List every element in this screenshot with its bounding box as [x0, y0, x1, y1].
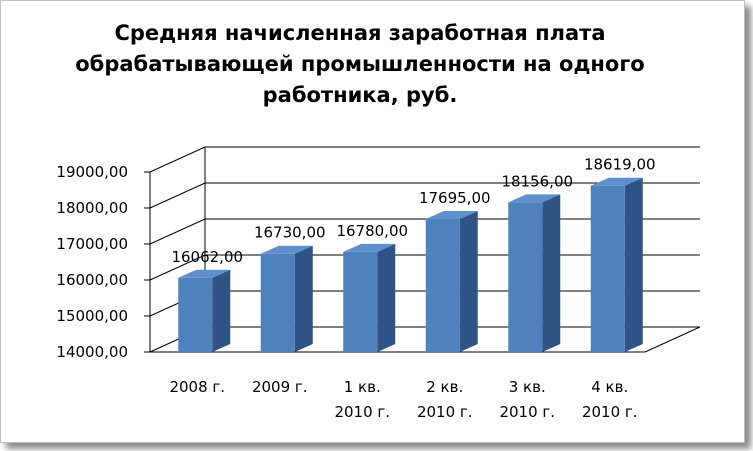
data-label: 18619,00	[584, 156, 656, 174]
data-label: 18156,00	[501, 172, 573, 190]
x-tick-label: 2010 г.	[582, 403, 638, 421]
bar-top	[508, 194, 561, 203]
y-axis-ticks: 14000,00 15000,00 16000,00 17000,00 18000,00…	[56, 163, 128, 361]
bar-front	[343, 251, 378, 352]
chart-title-line: Средняя начисленная заработная плата	[114, 21, 606, 45]
x-tick-label: 2010 г.	[334, 403, 390, 421]
data-label: 17695,00	[419, 189, 491, 207]
bar-top	[260, 245, 313, 254]
bar	[425, 210, 478, 352]
bar-side	[542, 194, 561, 352]
data-label: 16730,00	[254, 224, 326, 242]
y-tick-label: 16000,00	[56, 271, 128, 289]
bar-front	[178, 277, 213, 352]
bar-side	[624, 177, 643, 352]
data-label: 16780,00	[336, 222, 408, 240]
bar	[343, 243, 396, 352]
x-tick-label: 2010 г.	[499, 403, 555, 421]
bar	[260, 245, 313, 352]
bar	[508, 194, 561, 352]
x-tick-label: 3 кв.	[509, 378, 546, 396]
bar	[178, 269, 231, 352]
bars	[178, 177, 643, 352]
y-tick-label: 17000,00	[56, 235, 128, 253]
y-tick-label: 14000,00	[56, 343, 128, 361]
y-tick-label: 18000,00	[56, 199, 128, 217]
bar-side	[294, 245, 313, 352]
x-tick-label: 2 кв.	[426, 378, 463, 396]
bar-front	[590, 185, 625, 352]
bar-top	[425, 210, 478, 219]
chart-title-line: обрабатывающей промышленности на одного	[75, 52, 645, 76]
y-tick-label: 19000,00	[56, 163, 128, 181]
chart-title: Средняя начисленная заработная плата обр…	[60, 18, 660, 111]
data-labels: 16062,00 16730,00 16780,00 17695,00 18156,00…	[171, 156, 655, 266]
x-tick-label: 2008 г.	[169, 378, 225, 396]
bar-top	[343, 243, 396, 252]
bar-side	[377, 243, 396, 352]
x-axis-categories: 2008 г. 2009 г. 1 кв. 2010 г. 2 кв. 2010 г. 3 …	[169, 378, 637, 421]
x-tick-label: 2009 г.	[252, 378, 308, 396]
x-tick-label: 1 кв.	[344, 378, 381, 396]
x-tick-label: 2010 г.	[417, 403, 473, 421]
bar-front	[508, 202, 543, 352]
bar	[590, 177, 643, 352]
floor-edge	[644, 326, 701, 353]
bar-front	[425, 218, 460, 352]
bar-side	[459, 210, 478, 352]
x-tick-label: 4 кв.	[591, 378, 628, 396]
y-tick-label: 15000,00	[56, 307, 128, 325]
bar-top	[178, 269, 231, 278]
chart-title-line: работника, руб.	[262, 83, 458, 107]
bar-front	[260, 253, 295, 352]
data-label: 16062,00	[171, 248, 243, 266]
bar-top	[590, 177, 643, 186]
bar-side	[212, 269, 231, 352]
